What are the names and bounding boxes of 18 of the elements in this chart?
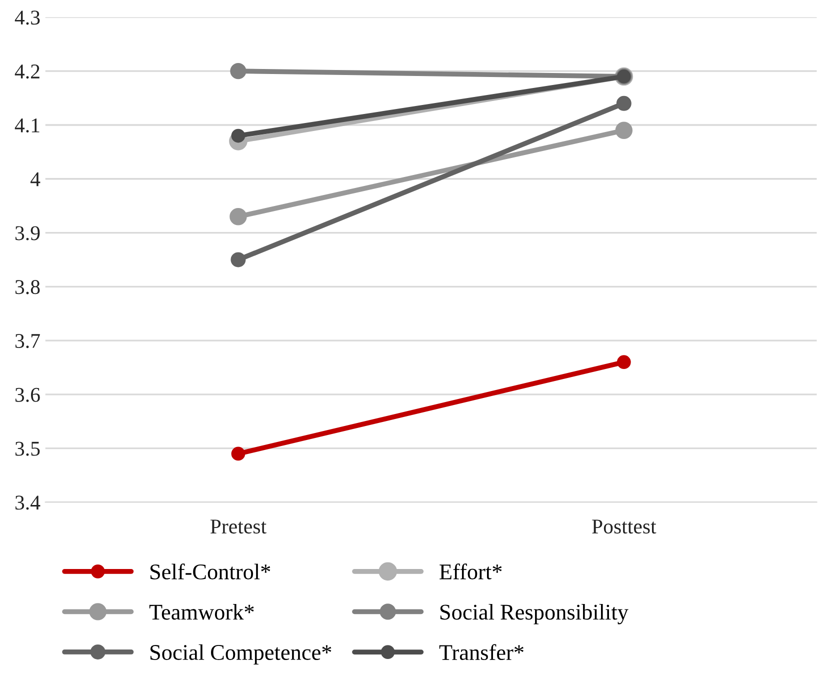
y-tick-label: 4.3 <box>14 10 40 25</box>
legend-label: Transfer* <box>439 644 524 660</box>
y-tick-label: 4.1 <box>14 118 40 133</box>
y-tick-label: 3.7 <box>15 334 40 348</box>
legend-label: Social Competence* <box>150 644 332 664</box>
x-tick-label: Pretest <box>210 520 266 534</box>
y-tick-label: 3.6 <box>15 388 40 402</box>
legend-label: Teamwork* <box>149 604 254 620</box>
legend-label: Self-Control* <box>150 564 270 580</box>
y-tick-label: 3.4 <box>15 496 40 510</box>
y-tick-label: 3.9 <box>15 226 40 240</box>
y-tick-label: 3.8 <box>15 280 40 294</box>
y-tick-label: 3.5 <box>15 442 40 456</box>
y-tick-label: 4.2 <box>14 64 40 79</box>
legend-label: Effort* <box>440 564 502 580</box>
legend-label: Social Responsibility <box>440 604 628 624</box>
y-tick-label: 4 <box>30 172 40 186</box>
x-tick-label: Posttest <box>592 520 656 534</box>
